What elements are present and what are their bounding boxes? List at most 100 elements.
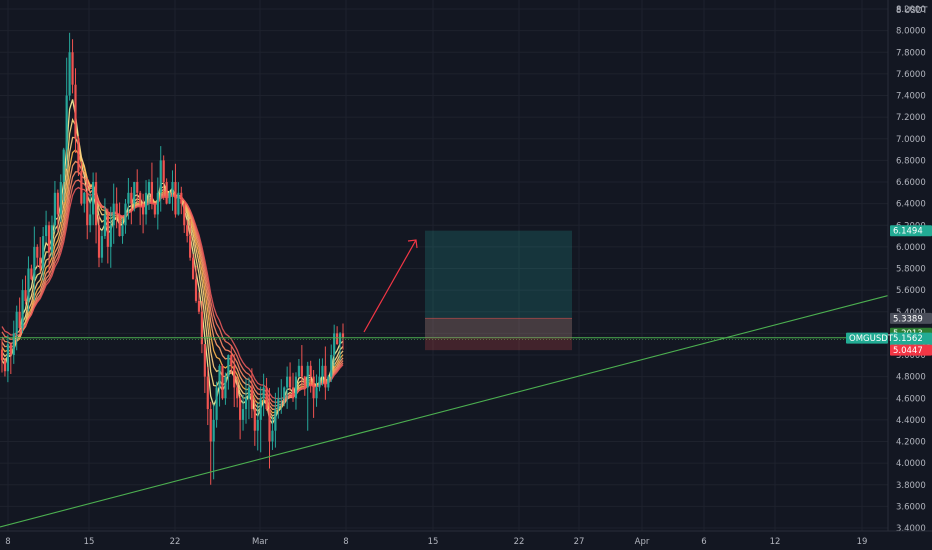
candle-body — [288, 376, 292, 388]
candle-body — [147, 182, 151, 193]
candle-body — [53, 192, 57, 226]
candle-body — [39, 257, 42, 269]
x-tick-label: Apr — [635, 537, 650, 547]
candle-body — [300, 365, 303, 377]
candle-body — [18, 311, 21, 328]
candle-body — [256, 419, 259, 431]
x-tick-label: 6 — [701, 537, 706, 547]
candle-body — [212, 419, 215, 442]
candle-body — [341, 333, 345, 338]
y-tick-label: 5.8000 — [896, 265, 926, 275]
candle-body — [130, 192, 133, 204]
x-tick-label: 8 — [343, 537, 348, 547]
y-tick-label: 7.4000 — [896, 92, 926, 102]
candle-body — [321, 365, 324, 377]
y-tick-label: 4.2000 — [896, 438, 926, 448]
candle-body — [233, 365, 236, 388]
candle-body — [224, 376, 227, 399]
candle-body — [177, 192, 180, 215]
y-tick-label: 5.6000 — [896, 286, 926, 296]
candle-body — [112, 203, 115, 226]
candle-body — [274, 409, 277, 431]
moving-average-ribbon — [1, 99, 344, 425]
candle-body — [27, 268, 30, 301]
y-tick-label: 4.8000 — [896, 373, 926, 383]
candle-body — [174, 182, 177, 215]
candle-body — [94, 182, 98, 226]
y-tick-label: 8.2000 — [896, 5, 926, 15]
candle-body — [47, 225, 51, 253]
candle-body — [280, 398, 283, 400]
candle-body — [83, 192, 86, 204]
candle-body — [12, 333, 15, 355]
candle-body — [330, 355, 333, 377]
y-tick-label: 4.0000 — [896, 459, 926, 469]
candle-body — [118, 214, 121, 237]
candle-body — [30, 268, 33, 280]
x-tick-label: Mar — [252, 537, 269, 547]
grid-lines — [0, 0, 888, 531]
arrow-shaft — [363, 239, 417, 333]
price-horizontal-line[interactable] — [0, 337, 888, 341]
candle-body — [156, 192, 159, 215]
candle-body — [80, 171, 83, 204]
upper-price-label-bg — [890, 312, 932, 324]
price-axis[interactable]: 8 USDT 8.2000 8.0000 7.8000 7.6000 7.4000 7.2… — [887, 0, 928, 534]
current-price-label: 5.1562 — [893, 334, 923, 344]
long-position-tool[interactable] — [425, 230, 572, 351]
candle-body — [194, 279, 198, 301]
candle-body — [92, 182, 95, 215]
x-tick-label: 15 — [428, 537, 439, 547]
candle-body — [44, 225, 48, 237]
candle-body — [294, 376, 298, 399]
candle-body — [230, 355, 233, 366]
candle-body — [15, 311, 18, 334]
projection-arrow[interactable] — [363, 239, 418, 333]
candle-body — [133, 182, 136, 204]
candle-body — [127, 192, 130, 204]
y-tick-label: 7.6000 — [896, 70, 926, 80]
candle-body — [209, 409, 212, 442]
ema-line — [1, 179, 344, 404]
candle-body — [71, 52, 74, 85]
candle-body — [33, 246, 36, 280]
candle-body — [286, 376, 289, 388]
candle-body — [315, 387, 318, 399]
candle-body — [186, 225, 189, 237]
candle-body — [180, 192, 183, 204]
y-tick-label: 3.4000 — [896, 524, 926, 534]
support-trendline[interactable] — [0, 294, 889, 528]
candle-body — [89, 214, 92, 226]
candle-body — [303, 376, 306, 388]
y-tick-label: 6.8000 — [896, 156, 926, 166]
upper-price-label: 5.3389 — [893, 314, 923, 324]
candle-body — [139, 192, 142, 204]
candle-body — [271, 430, 274, 442]
candle-body — [227, 355, 230, 377]
x-tick-label: 22 — [170, 537, 181, 547]
candle-body — [244, 398, 248, 410]
candle-body — [65, 95, 68, 150]
time-axis[interactable]: 8 15 22 Mar 8 15 22 27 Apr 6 12 19 — [0, 530, 932, 547]
candle-body — [277, 398, 280, 410]
candle-body — [338, 333, 342, 345]
candle-body — [124, 203, 127, 226]
candle-body — [324, 365, 327, 388]
candle-body — [318, 376, 321, 388]
candle-body — [121, 225, 124, 237]
candle-body — [109, 225, 112, 247]
candle-body — [312, 376, 315, 399]
target-price-label: 6.1494 — [893, 227, 923, 237]
candle-body — [309, 365, 312, 377]
y-tick-label: 7.0000 — [896, 135, 926, 145]
candle-body — [189, 236, 192, 258]
y-tick-label: 7.8000 — [896, 48, 926, 58]
candle-body — [171, 182, 174, 193]
candle-body — [74, 84, 77, 139]
y-tick-label: 4.4000 — [896, 416, 926, 426]
stop-price-label-bg — [890, 344, 932, 356]
candle-body — [239, 398, 242, 420]
candlesticks — [0, 32, 345, 485]
candle-body — [306, 365, 309, 388]
